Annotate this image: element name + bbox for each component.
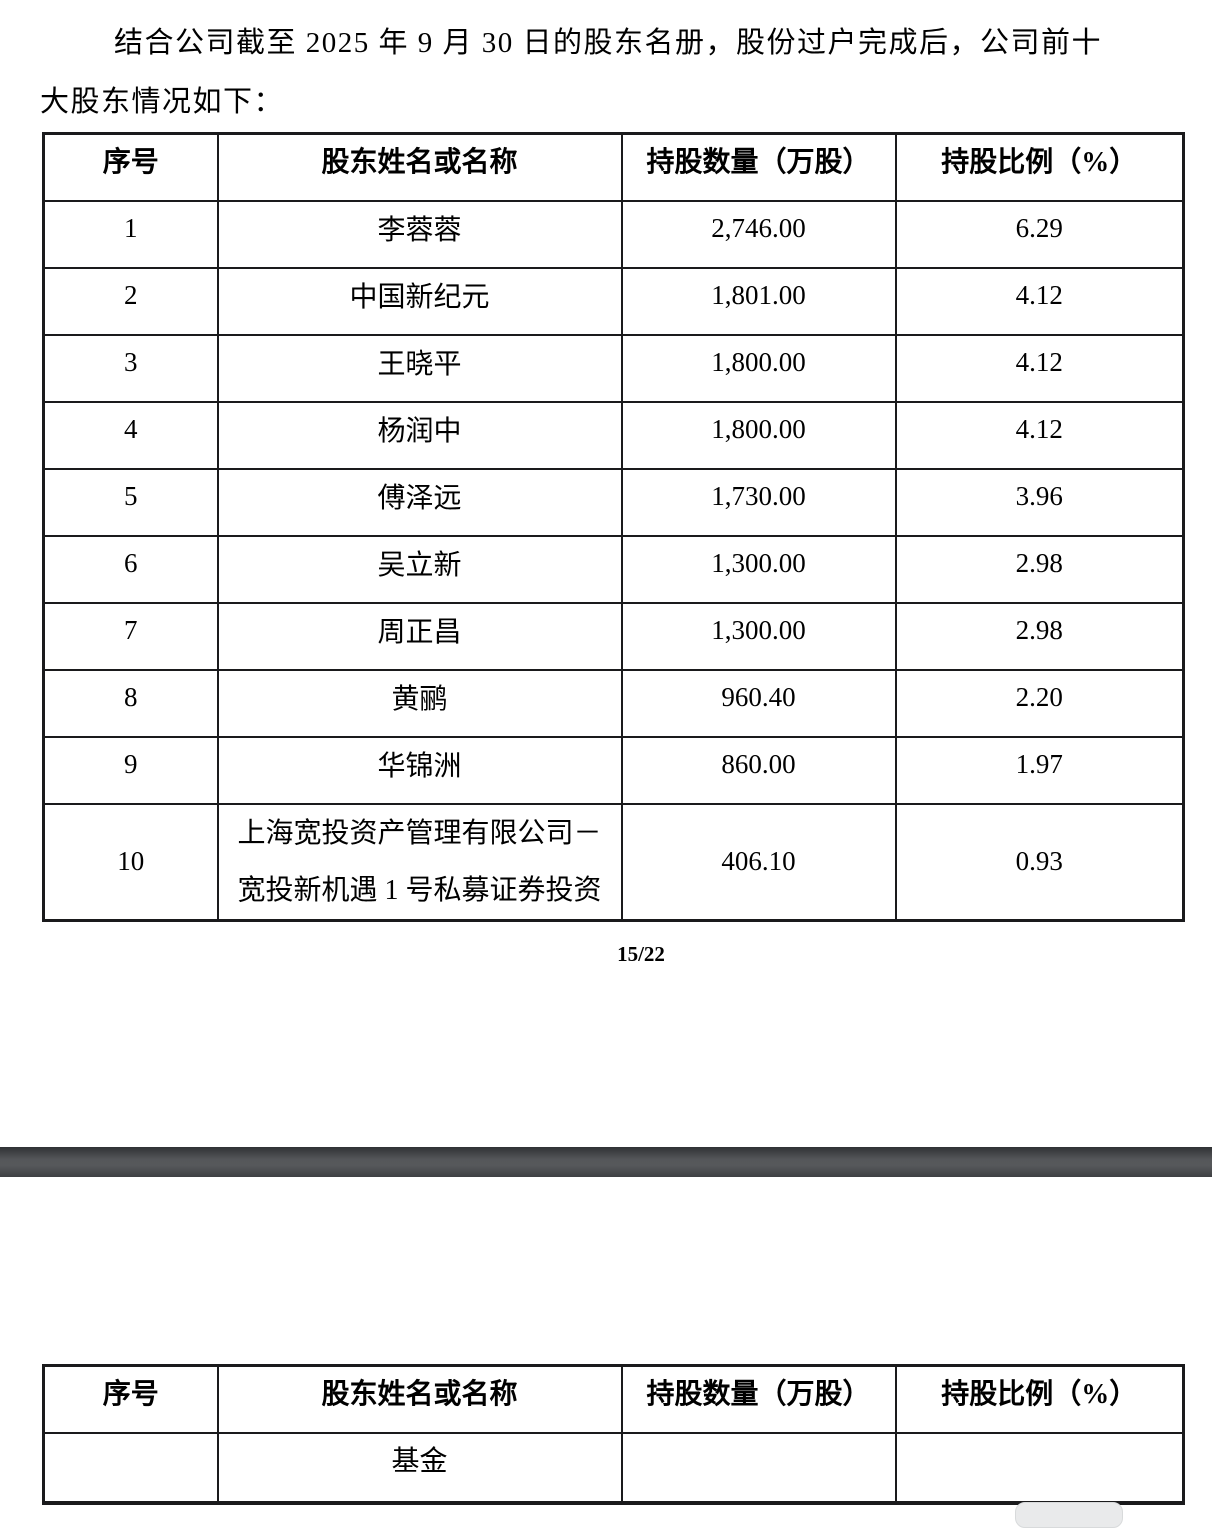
header-持股数量: 持股数量（万股） (620, 1364, 897, 1434)
cell-no: 9 (42, 735, 219, 805)
table-row: 基金 (42, 1431, 1185, 1505)
cell-no: 7 (42, 601, 219, 671)
cell-shares (620, 1431, 897, 1505)
cell-no: 3 (42, 333, 219, 403)
intro-line-2: 大股东情况如下： (40, 86, 285, 118)
cell-pct: 4.12 (894, 333, 1185, 403)
intro-line-1: 结合公司截至 2025 年 9 月 30 日的股东名册，股份过户完成后，公司前十 (114, 27, 1103, 59)
header-序号: 序号 (42, 1364, 219, 1434)
table-row: 2 中国新纪元 1,801.00 4.12 (42, 266, 1185, 336)
scrollbar-thumb[interactable] (1015, 1502, 1123, 1528)
top-ten-shareholders-table: 序号 股东姓名或名称 持股数量（万股） 持股比例（%） 1 李蓉蓉 2,746.… (42, 132, 1185, 922)
cell-no: 4 (42, 400, 219, 470)
table-row: 3 王晓平 1,800.00 4.12 (42, 333, 1185, 403)
cell-no (42, 1431, 219, 1505)
cell-shares: 1,800.00 (620, 400, 897, 470)
header-股东姓名或名称: 股东姓名或名称 (216, 1364, 623, 1434)
table-header-row: 序号 股东姓名或名称 持股数量（万股） 持股比例（%） (42, 1364, 1185, 1434)
cell-shares: 1,300.00 (620, 534, 897, 604)
cell-shares: 2,746.00 (620, 199, 897, 269)
header-序号: 序号 (42, 132, 219, 202)
document-page: 结合公司截至 2025 年 9 月 30 日的股东名册，股份过户完成后，公司前十… (0, 14, 1212, 967)
cell-no: 8 (42, 668, 219, 738)
table-row: 1 李蓉蓉 2,746.00 6.29 (42, 199, 1185, 269)
cell-pct: 4.12 (894, 266, 1185, 336)
cell-pct: 2.20 (894, 668, 1185, 738)
header-持股比例: 持股比例（%） (894, 132, 1185, 202)
header-持股比例: 持股比例（%） (894, 1364, 1185, 1434)
cell-pct: 1.97 (894, 735, 1185, 805)
table-row: 4 杨润中 1,800.00 4.12 (42, 400, 1185, 470)
cell-name: 上海宽投资产管理有限公司－ 宽投新机遇 1 号私募证券投资 (216, 802, 623, 921)
cell-pct: 0.93 (894, 802, 1185, 921)
cell-name-line-2: 宽投新机遇 1 号私募证券投资 (237, 874, 602, 906)
cell-pct: 6.29 (894, 199, 1185, 269)
table-row: 8 黄鹂 960.40 2.20 (42, 668, 1185, 738)
cell-name: 基金 (216, 1431, 623, 1505)
cell-shares: 1,801.00 (620, 266, 897, 336)
cell-name: 黄鹂 (216, 668, 623, 738)
table-row: 9 华锦洲 860.00 1.97 (42, 735, 1185, 805)
cell-no: 1 (42, 199, 219, 269)
cell-shares: 1,300.00 (620, 601, 897, 671)
cell-no: 2 (42, 266, 219, 336)
page-number: 15/22 (617, 941, 665, 966)
cell-name: 傅泽远 (216, 467, 623, 537)
table-row: 5 傅泽远 1,730.00 3.96 (42, 467, 1185, 537)
cell-shares: 860.00 (620, 735, 897, 805)
intro-paragraph: 结合公司截至 2025 年 9 月 30 日的股东名册，股份过户完成后，公司前十… (40, 14, 1172, 132)
next-page-content: 序号 股东姓名或名称 持股数量（万股） 持股比例（%） 基金 (0, 1364, 1212, 1505)
table-row: 10 上海宽投资产管理有限公司－ 宽投新机遇 1 号私募证券投资 406.10 … (42, 802, 1185, 921)
table-row: 6 吴立新 1,300.00 2.98 (42, 534, 1185, 604)
continued-shareholders-table: 序号 股东姓名或名称 持股数量（万股） 持股比例（%） 基金 (42, 1364, 1185, 1505)
cell-pct: 2.98 (894, 534, 1185, 604)
cell-name: 杨润中 (216, 400, 623, 470)
cell-pct: 3.96 (894, 467, 1185, 537)
cell-name: 吴立新 (216, 534, 623, 604)
cell-no: 10 (42, 802, 219, 921)
table-header-row: 序号 股东姓名或名称 持股数量（万股） 持股比例（%） (42, 132, 1185, 202)
cell-name: 王晓平 (216, 333, 623, 403)
cell-pct: 4.12 (894, 400, 1185, 470)
cell-name: 李蓉蓉 (216, 199, 623, 269)
cell-shares: 1,730.00 (620, 467, 897, 537)
page-separator-bar (0, 1147, 1212, 1177)
cell-shares: 406.10 (620, 802, 897, 921)
cell-no: 6 (42, 534, 219, 604)
cell-name: 华锦洲 (216, 735, 623, 805)
cell-shares: 960.40 (620, 668, 897, 738)
table-row: 7 周正昌 1,300.00 2.98 (42, 601, 1185, 671)
cell-name: 周正昌 (216, 601, 623, 671)
cell-no: 5 (42, 467, 219, 537)
cell-pct: 2.98 (894, 601, 1185, 671)
header-股东姓名或名称: 股东姓名或名称 (216, 132, 623, 202)
header-持股数量: 持股数量（万股） (620, 132, 897, 202)
cell-shares: 1,800.00 (620, 333, 897, 403)
cell-name: 中国新纪元 (216, 266, 623, 336)
cell-pct (894, 1431, 1185, 1505)
cell-name-line-1: 上海宽投资产管理有限公司－ (237, 817, 602, 849)
